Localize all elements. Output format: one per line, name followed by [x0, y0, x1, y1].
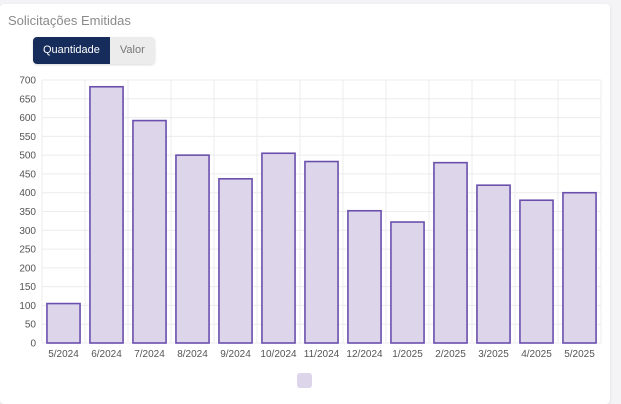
y-tick-label: 200 — [19, 263, 36, 274]
y-tick-label: 450 — [19, 169, 36, 180]
y-tick-label: 250 — [19, 245, 36, 256]
y-tick-label: 150 — [19, 282, 36, 293]
y-tick-label: 400 — [19, 188, 36, 199]
bar[interactable] — [175, 154, 210, 344]
y-tick-label: 650 — [19, 94, 36, 105]
x-tick-label: 6/2024 — [91, 349, 122, 360]
toggle-quantidade-button[interactable]: Quantidade — [33, 37, 110, 64]
y-tick-label: 700 — [19, 76, 36, 87]
bar[interactable] — [89, 85, 124, 344]
bar[interactable] — [562, 191, 597, 344]
x-tick-label: 4/2025 — [521, 349, 552, 360]
bar[interactable] — [261, 152, 296, 344]
legend-swatch[interactable] — [297, 373, 312, 388]
y-tick-label: 0 — [30, 339, 36, 350]
metric-toggle: Quantidade Valor — [33, 37, 155, 64]
chart-title: Solicitações Emitidas — [8, 13, 131, 28]
bar[interactable] — [390, 221, 425, 344]
bar[interactable] — [218, 178, 253, 344]
x-tick-label: 3/2025 — [478, 349, 509, 360]
x-tick-label: 12/2024 — [346, 349, 383, 360]
y-tick-label: 50 — [25, 320, 37, 331]
bar[interactable] — [46, 302, 81, 344]
bar[interactable] — [476, 184, 511, 344]
y-tick-label: 300 — [19, 226, 36, 237]
x-tick-label: 1/2025 — [392, 349, 423, 360]
y-tick-label: 600 — [19, 113, 36, 124]
bar[interactable] — [519, 199, 554, 344]
toggle-valor-button[interactable]: Valor — [109, 37, 155, 64]
x-tick-label: 5/2025 — [564, 349, 595, 360]
y-tick-label: 550 — [19, 132, 36, 143]
x-tick-label: 2/2025 — [435, 349, 466, 360]
x-tick-label: 10/2024 — [260, 349, 297, 360]
bar[interactable] — [433, 161, 468, 344]
bar[interactable] — [304, 160, 339, 344]
y-tick-label: 500 — [19, 151, 36, 162]
bar[interactable] — [347, 209, 382, 344]
y-tick-label: 100 — [19, 301, 36, 312]
x-tick-label: 7/2024 — [134, 349, 165, 360]
y-tick-label: 350 — [19, 207, 36, 218]
bar[interactable] — [132, 119, 167, 344]
x-tick-label: 5/2024 — [48, 349, 79, 360]
x-tick-label: 8/2024 — [177, 349, 208, 360]
x-tick-label: 11/2024 — [304, 349, 340, 360]
x-tick-label: 9/2024 — [220, 349, 251, 360]
